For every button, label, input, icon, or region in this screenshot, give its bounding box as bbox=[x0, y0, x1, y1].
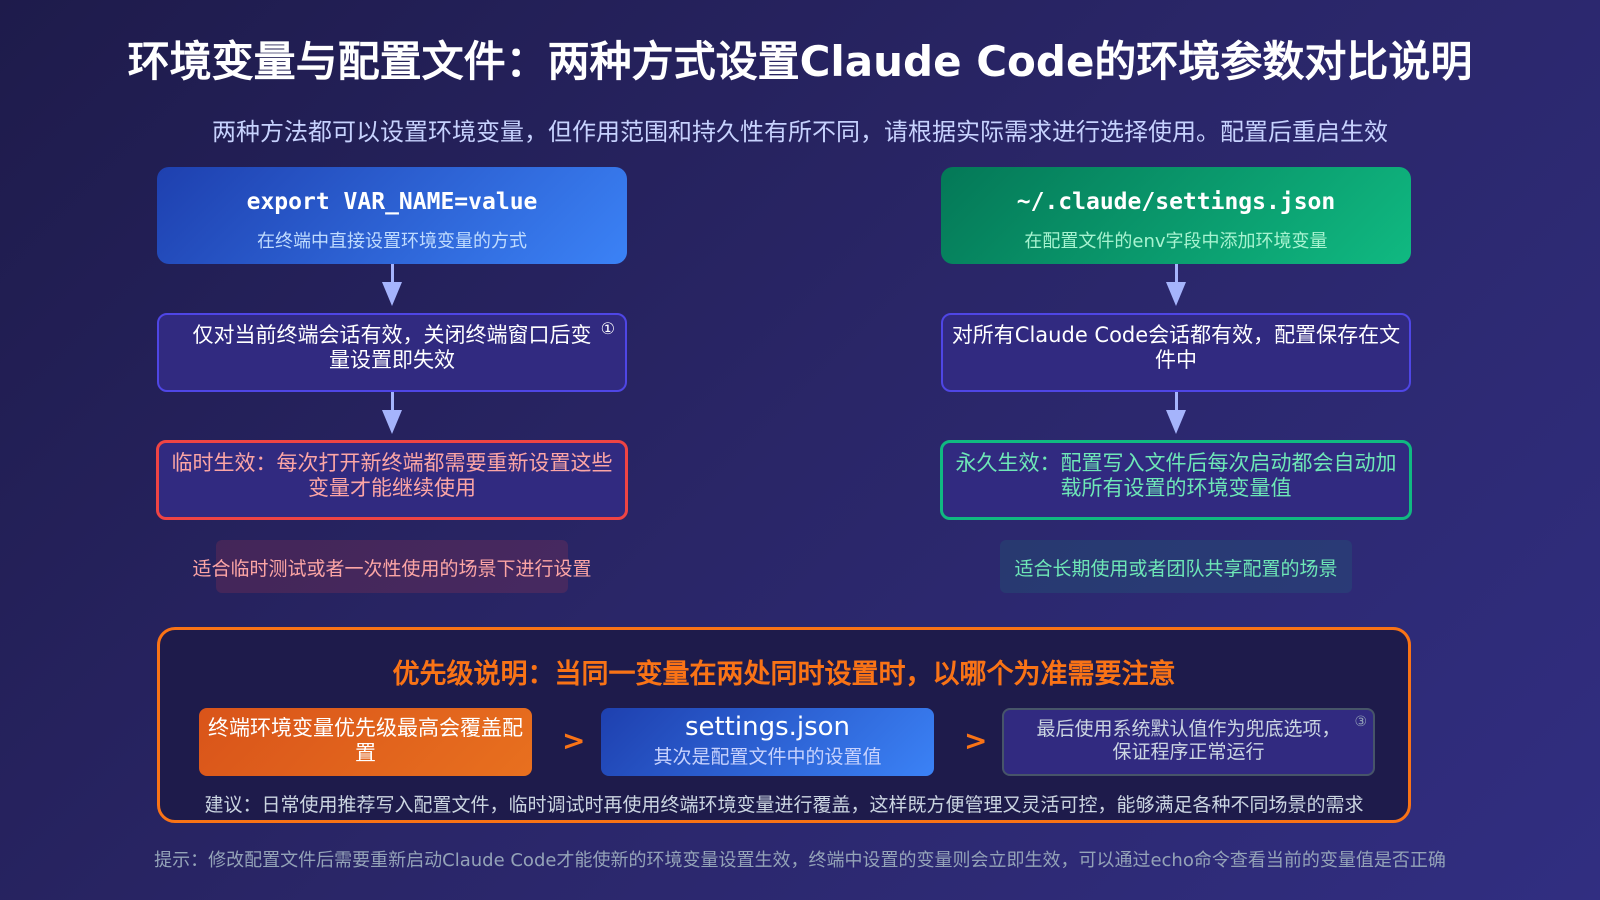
step-badge: ③ bbox=[1354, 714, 1367, 730]
settings-path: ~/.claude/settings.json bbox=[1016, 189, 1336, 215]
arrow-down-icon bbox=[1166, 282, 1186, 306]
priority-default-pill: 最后使用系统默认值作为兜底选项，保证程序正常运行 ③ bbox=[1002, 708, 1375, 776]
priority-settings-text: 其次是配置文件中的设置值 bbox=[653, 746, 882, 768]
settings-note-text: 适合长期使用或者团队共享配置的场景 bbox=[1014, 558, 1338, 580]
terminal-method-desc: 在终端中直接设置环境变量的方式 bbox=[257, 231, 527, 252]
terminal-scope-box: ① 仅对当前终端会话有效，关闭终端窗口后变量设置即失效 bbox=[157, 313, 627, 392]
settings-result-box: 永久生效：配置写入文件后每次启动都会自动加载所有设置的环境变量值 bbox=[940, 440, 1412, 520]
arrow-down-icon bbox=[382, 410, 402, 434]
settings-scope-box: 对所有Claude Code会话都有效，配置保存在文件中 bbox=[941, 313, 1411, 392]
terminal-method-card: export VAR_NAME=value 在终端中直接设置环境变量的方式 bbox=[157, 167, 627, 264]
priority-title: 优先级说明：当同一变量在两处同时设置时，以哪个为准需要注意 bbox=[392, 659, 1176, 690]
settings-method-card: ~/.claude/settings.json 在配置文件的env字段中添加环境… bbox=[941, 167, 1411, 264]
priority-settings-pill: settings.json 其次是配置文件中的设置值 bbox=[601, 708, 934, 776]
arrow-connector bbox=[1175, 264, 1178, 284]
priority-box: 优先级说明：当同一变量在两处同时设置时，以哪个为准需要注意 终端环境变量优先级最… bbox=[157, 627, 1411, 823]
priority-footer: 建议：日常使用推荐写入配置文件，临时调试时再使用终端环境变量进行覆盖，这样既方便… bbox=[204, 794, 1364, 816]
settings-method-desc: 在配置文件的env字段中添加环境变量 bbox=[1024, 231, 1328, 252]
priority-terminal-text: 终端环境变量优先级最高会覆盖配置 bbox=[208, 716, 523, 766]
arrow-down-icon bbox=[1166, 410, 1186, 434]
page-subtitle: 两种方法都可以设置环境变量，但作用范围和持久性有所不同，请根据实际需求进行选择使… bbox=[212, 118, 1388, 146]
settings-result-text: 永久生效：配置写入文件后每次启动都会自动加载所有设置的环境变量值 bbox=[955, 451, 1397, 501]
terminal-note: 适合临时测试或者一次性使用的场景下进行设置 bbox=[192, 540, 592, 593]
page-title: 环境变量与配置文件：两种方式设置Claude Code的环境参数对比说明 bbox=[127, 37, 1473, 86]
priority-terminal-pill: 终端环境变量优先级最高会覆盖配置 bbox=[199, 708, 532, 776]
terminal-scope-text: 仅对当前终端会话有效，关闭终端窗口后变量设置即失效 bbox=[192, 323, 592, 373]
settings-scope-text: 对所有Claude Code会话都有效，配置保存在文件中 bbox=[951, 323, 1401, 373]
arrow-connector bbox=[1175, 392, 1178, 412]
terminal-result-box: 临时生效：每次打开新终端都需要重新设置这些变量才能继续使用 bbox=[156, 440, 628, 520]
priority-default-text: 最后使用系统默认值作为兜底选项，保证程序正常运行 bbox=[1036, 718, 1341, 763]
terminal-command: export VAR_NAME=value bbox=[246, 189, 538, 215]
terminal-result-text: 临时生效：每次打开新终端都需要重新设置这些变量才能继续使用 bbox=[171, 451, 613, 501]
chevron-right-icon: > bbox=[964, 724, 988, 757]
arrow-down-icon bbox=[382, 282, 402, 306]
arrow-connector bbox=[391, 392, 394, 412]
terminal-note-text: 适合临时测试或者一次性使用的场景下进行设置 bbox=[192, 558, 592, 580]
settings-note: 适合长期使用或者团队共享配置的场景 bbox=[1000, 540, 1352, 593]
priority-settings-label: settings.json bbox=[684, 712, 851, 742]
page-footer: 提示：修改配置文件后需要重新启动Claude Code才能使新的环境变量设置生效… bbox=[154, 850, 1446, 871]
arrow-connector bbox=[391, 264, 394, 284]
step-badge: ① bbox=[600, 319, 615, 338]
chevron-right-icon: > bbox=[562, 724, 586, 757]
